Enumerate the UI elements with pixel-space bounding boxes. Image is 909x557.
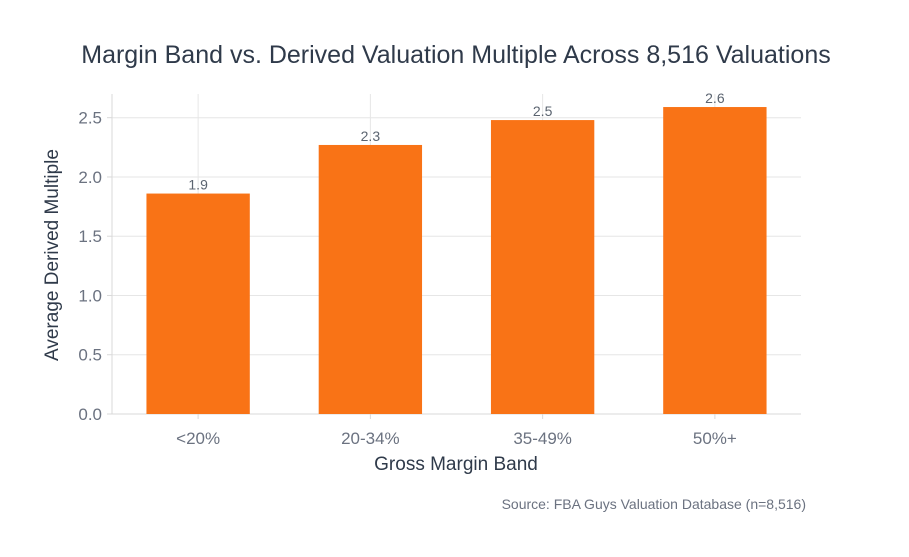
y-axis-title: Average Derived Multiple xyxy=(42,149,63,361)
x-tick-label: 50%+ xyxy=(693,429,737,448)
y-axis-ticks: 0.0 0.5 1.0 1.5 2.0 2.5 xyxy=(78,109,112,424)
bar-value-labels: 1.9 2.3 2.5 2.6 xyxy=(188,90,724,193)
y-tick-label: 1.5 xyxy=(78,227,102,246)
source-note: Source: FBA Guys Valuation Database (n=8… xyxy=(502,496,806,512)
bar xyxy=(146,193,250,414)
y-tick-label: 2.0 xyxy=(78,168,102,187)
bar xyxy=(490,120,595,415)
bar-value-label: 2.5 xyxy=(533,103,553,119)
bar xyxy=(663,107,767,414)
x-tick-label: <20% xyxy=(176,429,220,448)
y-tick-label: 2.5 xyxy=(78,109,102,128)
y-tick-label: 0.5 xyxy=(78,346,102,365)
x-tick-label: 20-34% xyxy=(341,429,400,448)
chart-title: Margin Band vs. Derived Valuation Multip… xyxy=(81,41,830,69)
y-tick-label: 1.0 xyxy=(78,286,102,305)
bar-value-label: 2.6 xyxy=(705,90,725,106)
x-axis-ticks: <20% 20-34% 35-49% 50%+ xyxy=(176,414,737,448)
x-tick-label: 35-49% xyxy=(513,429,572,448)
bar xyxy=(318,144,423,415)
bars xyxy=(146,107,767,415)
bar-value-label: 1.9 xyxy=(188,177,208,193)
y-tick-label: 0.0 xyxy=(78,405,102,424)
bar-value-label: 2.3 xyxy=(361,128,381,144)
x-axis-title: Gross Margin Band xyxy=(374,454,538,475)
